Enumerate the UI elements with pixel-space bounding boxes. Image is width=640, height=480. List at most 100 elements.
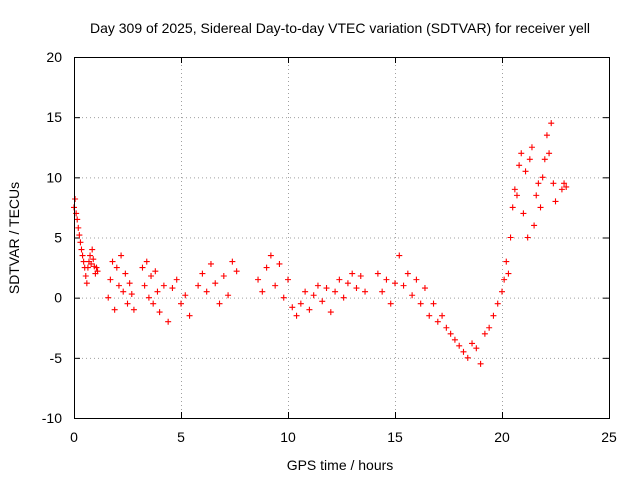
- x-tick-label: 15: [387, 429, 403, 445]
- data-point: [481, 330, 488, 337]
- y-tick-label: 15: [46, 109, 62, 125]
- data-point: [259, 288, 266, 295]
- data-point: [233, 268, 240, 275]
- data-point: [76, 232, 83, 239]
- data-point: [383, 276, 390, 283]
- data-point: [396, 252, 403, 259]
- data-point: [82, 273, 89, 280]
- data-point: [524, 234, 531, 241]
- data-point: [111, 306, 118, 313]
- data-point: [563, 183, 570, 190]
- data-point: [87, 252, 94, 259]
- data-point: [473, 345, 480, 352]
- data-point: [550, 180, 557, 187]
- data-point: [165, 318, 172, 325]
- data-point: [169, 285, 176, 292]
- data-point: [90, 256, 97, 263]
- data-point: [154, 288, 161, 295]
- data-point: [561, 180, 568, 187]
- data-point: [122, 270, 129, 277]
- data-point: [72, 195, 79, 202]
- chart-title: Day 309 of 2025, Sidereal Day-to-day VTE…: [90, 20, 590, 36]
- data-point: [552, 198, 559, 205]
- data-point: [186, 312, 193, 319]
- data-point: [413, 276, 420, 283]
- y-tick-label: -5: [50, 350, 63, 366]
- y-tick-labels: -10 -5 0 5 10 15 20: [42, 49, 62, 426]
- data-point: [374, 270, 381, 277]
- data-point: [537, 204, 544, 211]
- data-point: [141, 282, 148, 289]
- data-point: [349, 270, 356, 277]
- data-point: [302, 288, 309, 295]
- data-point: [145, 294, 152, 301]
- data-point: [543, 132, 550, 139]
- data-point: [306, 306, 313, 313]
- data-point: [400, 282, 407, 289]
- data-point: [139, 264, 146, 271]
- data-point: [75, 224, 82, 231]
- data-point: [344, 280, 351, 287]
- plot-frame: [74, 57, 610, 419]
- data-point: [160, 282, 167, 289]
- data-point: [285, 276, 291, 283]
- data-point: [327, 309, 334, 316]
- data-point: [225, 292, 232, 299]
- data-point: [447, 330, 454, 337]
- data-point: [115, 282, 122, 289]
- data-point: [522, 168, 529, 175]
- y-tick-label: 0: [54, 290, 62, 306]
- data-point: [109, 258, 116, 265]
- data-point: [220, 273, 227, 280]
- data-point: [531, 222, 538, 229]
- data-point: [513, 192, 520, 199]
- data-point: [203, 288, 210, 295]
- data-point: [503, 258, 510, 265]
- data-point: [80, 258, 87, 265]
- data-point: [460, 348, 467, 355]
- data-point: [541, 156, 548, 163]
- data-point: [362, 288, 369, 295]
- data-point: [276, 260, 283, 267]
- grid-layer: [74, 57, 609, 418]
- data-point: [78, 246, 85, 253]
- data-point: [126, 280, 133, 287]
- data-point: [518, 150, 525, 157]
- data-point: [546, 150, 553, 157]
- data-point: [332, 288, 339, 295]
- data-point: [319, 298, 326, 305]
- data-point: [263, 264, 270, 271]
- data-point: [216, 300, 223, 307]
- data-point: [535, 180, 542, 187]
- data-point: [84, 264, 91, 271]
- data-point: [156, 309, 163, 316]
- data-point: [289, 304, 296, 311]
- data-point: [439, 312, 446, 319]
- data-point: [520, 210, 527, 217]
- data-point: [130, 306, 137, 313]
- data-point: [314, 282, 321, 289]
- data-point: [310, 292, 317, 299]
- data-point: [272, 282, 279, 289]
- data-point: [148, 273, 155, 280]
- data-point: [118, 252, 125, 259]
- data-point: [105, 294, 112, 301]
- data-point: [107, 276, 114, 283]
- y-axis-title: SDTVAR / TECUs: [6, 182, 22, 294]
- data-point: [501, 276, 508, 283]
- data-point: [505, 270, 512, 277]
- data-point: [124, 300, 131, 307]
- data-point: [499, 288, 505, 295]
- data-point: [456, 342, 463, 349]
- data-point: [516, 162, 523, 169]
- data-point: [77, 239, 84, 246]
- data-point: [207, 260, 214, 267]
- data-point: [379, 288, 386, 295]
- data-points: [71, 120, 570, 367]
- data-point: [464, 354, 471, 361]
- data-point: [93, 264, 100, 271]
- y-tick-label: 10: [46, 169, 62, 185]
- data-point: [409, 292, 416, 299]
- data-point: [392, 280, 398, 287]
